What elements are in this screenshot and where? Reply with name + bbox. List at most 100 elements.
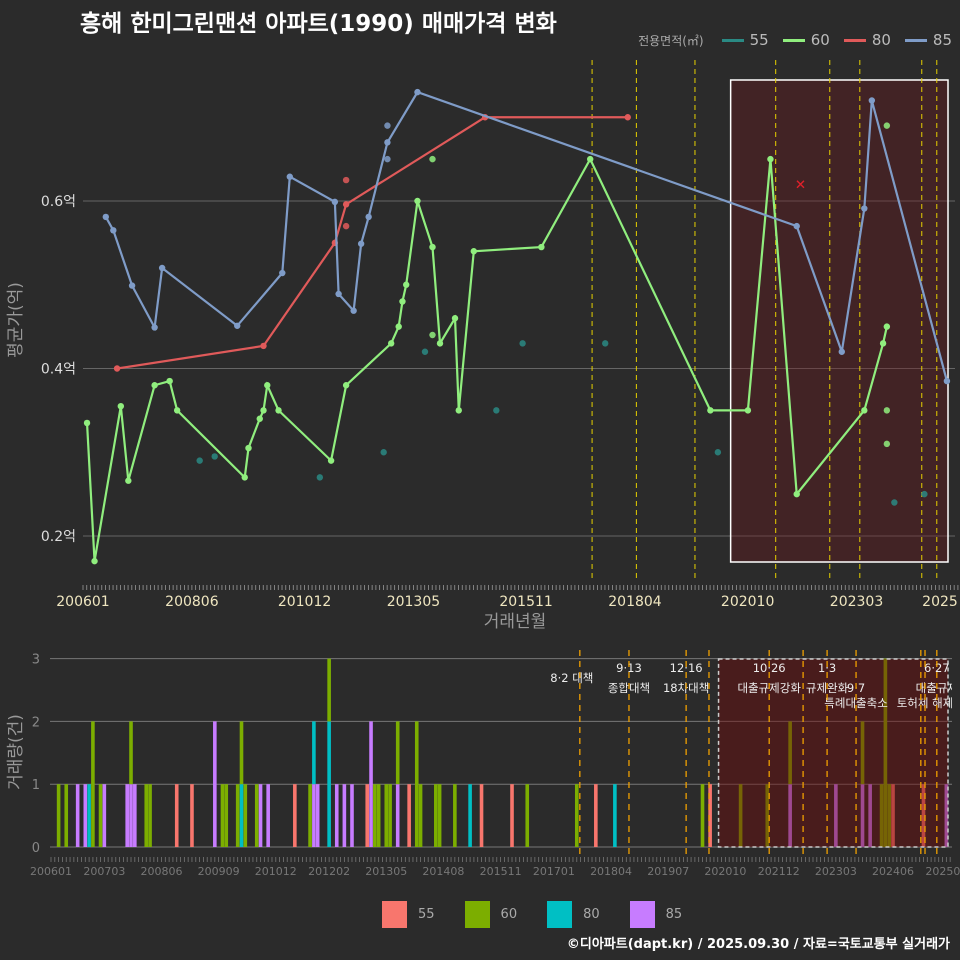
data-point-60 xyxy=(883,323,891,330)
trade-point-55 xyxy=(602,340,609,347)
volume-bar-60 xyxy=(788,721,792,785)
volume-bar-60 xyxy=(434,784,438,847)
trade-point-55 xyxy=(714,449,722,456)
data-point-60 xyxy=(275,407,282,414)
trade-point-55 xyxy=(891,499,898,506)
legend-label-85: 85 xyxy=(932,31,952,49)
y-tick-label: 1 xyxy=(32,778,40,793)
volume-bar-60 xyxy=(738,784,743,847)
data-point-60 xyxy=(455,407,462,414)
data-point-85 xyxy=(357,240,365,247)
data-point-60 xyxy=(241,474,248,481)
chart-title: 흥해 한미그린맨션 아파트(1990) 매매가격 변화 xyxy=(80,11,557,37)
y-tick-label: 2 xyxy=(32,715,40,730)
data-point-85 xyxy=(102,213,110,221)
data-point-85 xyxy=(234,322,241,329)
volume-bar-60 xyxy=(765,784,770,847)
x-tick-label: 201511 xyxy=(499,594,552,610)
volume-bar-85 xyxy=(788,784,792,847)
x-tick-label: 201012 xyxy=(278,594,331,610)
volume-bar-55 xyxy=(594,784,598,847)
series-line-85 xyxy=(104,90,948,382)
data-point-60 xyxy=(264,382,271,389)
volume-bar-85 xyxy=(213,721,217,847)
series-line-60 xyxy=(85,156,888,562)
x-tick-label: 202010 xyxy=(721,594,774,610)
x-tick-label: 201511 xyxy=(480,865,522,878)
volume-bar-60 xyxy=(860,721,865,785)
trade-point-60 xyxy=(883,122,891,129)
x-tick-label: 200806 xyxy=(140,865,182,878)
trade-point-55 xyxy=(316,474,324,481)
data-point-60 xyxy=(166,377,173,385)
volume-bar-55 xyxy=(479,784,484,847)
data-point-60 xyxy=(260,407,267,414)
x-tick-label: 201305 xyxy=(387,594,440,610)
data-point-60 xyxy=(399,298,406,305)
volume-bar-55 xyxy=(921,784,926,847)
volume-bar-60 xyxy=(887,784,891,847)
volume-bar-85 xyxy=(944,784,949,847)
x-tick-label: 202303 xyxy=(830,594,883,610)
volume-bar-60 xyxy=(388,784,392,847)
x-tick-label: 202406 xyxy=(872,865,914,878)
volume-bar-55 xyxy=(510,784,514,847)
data-point-60 xyxy=(173,407,181,414)
volume-bar-80 xyxy=(312,721,316,785)
data-point-60 xyxy=(538,243,545,251)
volume-bar-60 xyxy=(700,784,705,847)
policy-annotation: 6·27 xyxy=(924,661,950,675)
x-axis-title: 거래년월 xyxy=(484,612,547,632)
volume-bar-80 xyxy=(87,784,91,847)
legend-label-85: 85 xyxy=(665,907,683,922)
volume-bar-55 xyxy=(174,784,179,847)
volume-bar-80 xyxy=(613,784,617,847)
volume-bar-85 xyxy=(258,784,263,847)
volume-bar-60 xyxy=(308,784,312,847)
price-panel xyxy=(83,60,955,580)
volume-bar-85 xyxy=(129,784,133,847)
data-point-60 xyxy=(470,248,477,255)
trade-point-55 xyxy=(921,490,928,498)
data-point-80 xyxy=(624,114,631,121)
volume-bar-85 xyxy=(125,784,129,847)
data-point-60 xyxy=(861,407,868,414)
data-point-85 xyxy=(838,348,845,355)
legend-label-60: 60 xyxy=(810,31,830,49)
data-point-80 xyxy=(260,342,267,350)
volume-bar-60 xyxy=(525,784,530,847)
trade-point-80 xyxy=(342,222,350,230)
volume-bar-85 xyxy=(342,784,347,847)
data-point-60 xyxy=(744,407,752,414)
volume-bar-60 xyxy=(239,721,244,785)
volume-bar-60 xyxy=(574,784,579,847)
data-point-85 xyxy=(110,227,117,234)
volume-panel: 8·2 대책9·13종합대책12·1618차대책10·26대출규제강화1·3규제… xyxy=(50,658,952,848)
data-point-80 xyxy=(113,365,121,372)
x-tick-label: 201408 xyxy=(422,865,464,878)
volume-bar-85 xyxy=(102,784,107,847)
volume-bar-85 xyxy=(315,784,320,847)
data-point-85 xyxy=(286,173,293,180)
data-point-60 xyxy=(793,490,800,498)
trade-point-60 xyxy=(429,155,436,163)
data-point-85 xyxy=(158,264,166,272)
x-tick-label: 200909 xyxy=(198,865,240,878)
volume-bar-80 xyxy=(468,784,472,847)
volume-bar-60 xyxy=(56,784,61,847)
area-legend: 전용면적(㎡) 55 60 80 85 xyxy=(638,31,952,49)
data-point-60 xyxy=(429,243,436,251)
x-tick-label: 200806 xyxy=(165,594,219,610)
data-point-60 xyxy=(151,382,158,389)
x-tick-label: 201202 xyxy=(308,865,350,878)
policy-annotation: 10·26 xyxy=(753,661,786,675)
data-point-60 xyxy=(245,444,252,452)
volume-bar-85 xyxy=(133,784,137,847)
data-point-60 xyxy=(117,402,125,410)
volume-bar-60 xyxy=(418,784,423,847)
data-point-60 xyxy=(395,323,402,330)
data-point-60 xyxy=(91,557,98,565)
y-tick-label: 0.6억 xyxy=(41,194,76,210)
data-point-85 xyxy=(128,282,136,289)
